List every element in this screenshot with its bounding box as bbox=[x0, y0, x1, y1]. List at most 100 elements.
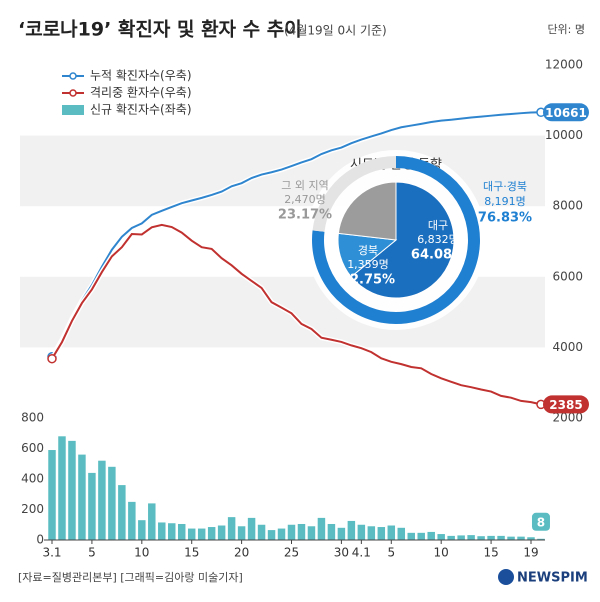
slice-value: 64.08% bbox=[411, 248, 465, 263]
slice-count: 2,470명 bbox=[284, 193, 326, 206]
legend-marker bbox=[69, 72, 77, 80]
slice-label: 경북 bbox=[358, 244, 378, 257]
y-tick-label: 12000 bbox=[545, 58, 583, 72]
pie-slice bbox=[350, 181, 455, 299]
bar bbox=[247, 517, 256, 540]
bar bbox=[207, 527, 216, 540]
y-tick-label: 400 bbox=[21, 472, 44, 486]
bar bbox=[158, 522, 166, 540]
bar bbox=[177, 523, 186, 540]
legend-marker bbox=[69, 89, 77, 97]
slice-count: 6,832명 bbox=[417, 233, 459, 246]
bar bbox=[517, 536, 525, 540]
slice-value: 23.17% bbox=[278, 208, 332, 223]
group-count: 8,191명 bbox=[484, 195, 526, 208]
bar bbox=[227, 517, 236, 540]
bar bbox=[68, 440, 76, 540]
legend-label: 격리중 환자수(우축) bbox=[90, 86, 192, 100]
x-tick-label: 19 bbox=[523, 546, 538, 560]
chart-title: ‘코로나19’ 확진자 및 환자 수 추이 bbox=[18, 18, 302, 41]
y-tick-label: 2000 bbox=[552, 411, 583, 425]
unit-label: 단위: 명 bbox=[547, 23, 585, 36]
x-tick-label: 10 bbox=[134, 546, 149, 560]
slice-count: 1,359명 bbox=[347, 258, 389, 271]
bar bbox=[267, 530, 276, 540]
bar bbox=[168, 523, 176, 540]
legend-label: 누적 확진자수(우축) bbox=[90, 69, 192, 83]
x-tick-label: 25 bbox=[284, 546, 299, 560]
bar bbox=[187, 528, 196, 540]
bar bbox=[118, 485, 126, 540]
y-tick-label: 200 bbox=[21, 502, 44, 516]
bar bbox=[387, 525, 396, 540]
source-note: [자료=질병관리본부] [그래픽=김아랑 미술기자] bbox=[18, 571, 243, 584]
value-label-bg bbox=[543, 395, 589, 414]
bar bbox=[197, 528, 206, 540]
group-value: 76.83% bbox=[478, 211, 532, 226]
bar bbox=[467, 535, 475, 540]
value-label-bg bbox=[543, 103, 589, 122]
slice-label: 그 외 지역 bbox=[281, 179, 328, 192]
bar bbox=[437, 534, 445, 540]
end-point bbox=[47, 353, 57, 364]
bar bbox=[397, 527, 406, 540]
x-tick-label: 4.1 bbox=[352, 546, 371, 560]
logo-icon bbox=[498, 569, 514, 585]
bar bbox=[337, 527, 346, 540]
bar bbox=[367, 526, 376, 540]
bar bbox=[457, 535, 465, 540]
line bbox=[51, 111, 542, 358]
ring-segment bbox=[312, 156, 396, 232]
bar bbox=[217, 525, 226, 540]
bar bbox=[477, 536, 485, 540]
legend-label: 신규 확진자수(좌축) bbox=[90, 103, 192, 117]
bar bbox=[98, 460, 106, 540]
bar bbox=[347, 520, 356, 540]
value-label-bg bbox=[531, 512, 550, 531]
bar bbox=[317, 517, 326, 540]
bar bbox=[237, 526, 246, 540]
y-tick-label: 800 bbox=[21, 411, 44, 425]
bar bbox=[407, 532, 415, 540]
bar bbox=[527, 537, 535, 540]
line bbox=[51, 223, 542, 406]
value-label: 10661 bbox=[545, 106, 587, 120]
bar bbox=[148, 503, 156, 540]
x-tick-label: 20 bbox=[234, 546, 249, 560]
x-tick-label: 10 bbox=[434, 546, 449, 560]
bar bbox=[287, 524, 296, 540]
bar bbox=[497, 535, 505, 540]
bar bbox=[537, 538, 545, 540]
bar bbox=[297, 523, 306, 540]
bar bbox=[417, 532, 425, 540]
bar bbox=[138, 520, 146, 540]
bar bbox=[58, 436, 66, 540]
slice-value: 12.75% bbox=[341, 273, 395, 288]
pie-slice bbox=[337, 181, 397, 241]
bar bbox=[487, 535, 495, 540]
y-tick-label: 600 bbox=[21, 441, 44, 455]
bar bbox=[427, 531, 435, 540]
bar bbox=[78, 454, 86, 540]
bar bbox=[257, 524, 266, 540]
legend-swatch bbox=[62, 105, 84, 115]
bar bbox=[357, 524, 366, 540]
x-tick-label: 3.1 bbox=[42, 546, 61, 560]
x-tick-label: 5 bbox=[387, 546, 395, 560]
x-tick-label: 15 bbox=[184, 546, 199, 560]
bar bbox=[507, 536, 515, 540]
chart-subtitle: (4월19일 0시 기준) bbox=[284, 24, 387, 38]
y-tick-label: 6000 bbox=[552, 269, 583, 283]
bar bbox=[307, 526, 316, 540]
bar bbox=[377, 527, 386, 540]
y-tick-label: 10000 bbox=[545, 128, 583, 142]
logo: NEWSPIM bbox=[517, 571, 588, 586]
bar bbox=[128, 501, 136, 540]
slice-label: 대구 bbox=[428, 219, 448, 232]
y-tick-label: 4000 bbox=[552, 340, 583, 354]
x-tick-label: 30 bbox=[334, 546, 349, 560]
y-tick-label: 8000 bbox=[552, 199, 583, 213]
value-label: 8 bbox=[537, 515, 545, 529]
y-tick-label: 0 bbox=[36, 533, 44, 547]
